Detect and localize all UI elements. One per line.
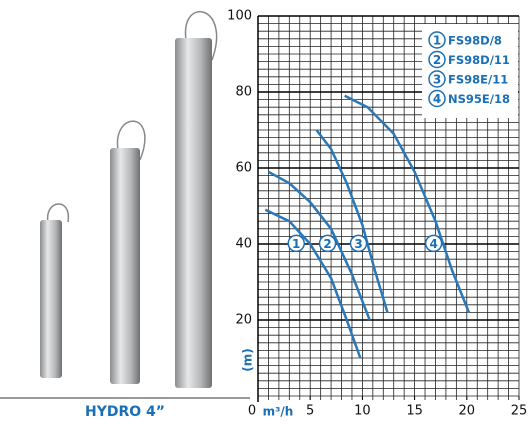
legend-label: FS98D/8 xyxy=(448,34,502,48)
x-tick-label: 15 xyxy=(406,404,423,419)
series-label: 3 xyxy=(354,237,362,251)
series-label: 2 xyxy=(323,237,331,251)
legend-label: FS98E/11 xyxy=(448,73,508,87)
x-tick-label: 5 xyxy=(306,404,314,419)
y-tick-label: 40 xyxy=(235,237,252,252)
y-tick-label: 60 xyxy=(235,161,252,176)
series-label: 4 xyxy=(433,92,441,106)
series-label: 1 xyxy=(292,237,300,251)
x-tick-label: 25 xyxy=(511,404,528,419)
y-tick-label: 100 xyxy=(227,9,252,24)
page: {"chart_data": {"type": "line", "caption… xyxy=(0,0,528,424)
series-label: 3 xyxy=(433,73,441,87)
pump-small xyxy=(40,220,62,378)
series-label: 1 xyxy=(433,34,441,48)
legend-label: NS95E/18 xyxy=(448,92,510,106)
y-tick-label: 20 xyxy=(235,313,252,328)
y-unit: (m) xyxy=(241,348,255,371)
series-label: 4 xyxy=(429,237,437,251)
caption: HYDRO 4” xyxy=(85,404,165,420)
legend-label: FS98D/11 xyxy=(448,53,510,67)
curve xyxy=(345,96,469,313)
chart: HYDRO 4” 204060801000510152025m³/h(m)11F… xyxy=(0,0,528,424)
pump-images xyxy=(40,12,217,388)
pump-medium xyxy=(110,148,140,384)
x-unit: m³/h xyxy=(263,405,294,419)
x-tick-label: 0 xyxy=(248,404,256,419)
x-tick-label: 10 xyxy=(354,404,371,419)
x-tick-label: 20 xyxy=(459,404,476,419)
pump-large xyxy=(175,38,212,388)
cable xyxy=(48,204,69,222)
y-tick-label: 80 xyxy=(235,85,252,100)
curve xyxy=(265,210,360,358)
series-label: 2 xyxy=(433,53,441,67)
